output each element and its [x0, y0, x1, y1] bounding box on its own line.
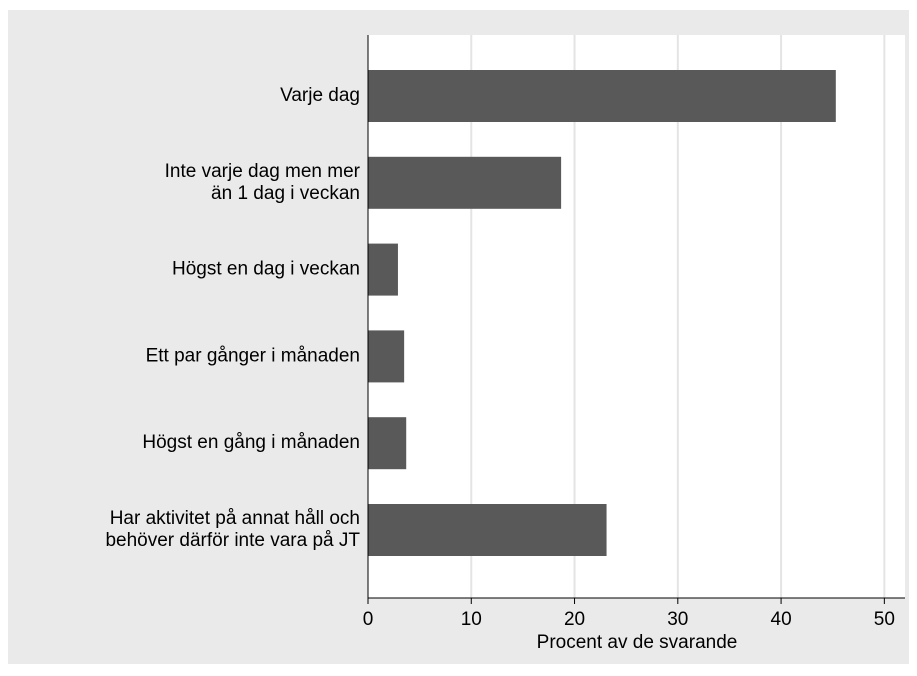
y-tick-label-line: Högst en gång i månaden [142, 432, 360, 453]
y-tick-label: Ett par gånger i månaden [146, 345, 360, 366]
x-tick-label: 50 [874, 609, 895, 630]
y-tick-label-line: än 1 dag i veckan [211, 183, 360, 204]
x-tick-label: 40 [771, 609, 792, 630]
y-tick-label-line: Ett par gånger i månaden [146, 345, 360, 366]
y-tick-label: Har aktivitet på annat håll och behöver d… [105, 508, 360, 551]
bar [368, 156, 562, 209]
x-axis-label: Procent av de svarande [537, 632, 738, 653]
y-tick-label-line: Högst en dag i veckan [172, 259, 360, 280]
bar [368, 504, 607, 556]
y-tick-label-line: Har aktivitet på annat håll och [110, 508, 360, 529]
y-tick-label-line: Inte varje dag men mer [165, 161, 361, 182]
y-tick-label: Inte varje dag men mer än 1 dag i veckan [165, 161, 361, 204]
y-tick-label: Högst en dag i veckan [172, 259, 360, 280]
x-tick-label: 30 [667, 609, 688, 630]
bar [368, 417, 407, 470]
x-tick-label: 10 [461, 609, 482, 630]
x-tick-label: 0 [363, 609, 374, 630]
y-tick-label: Högst en gång i månaden [142, 432, 360, 453]
y-tick-label-line: behöver därför inte vara på JT [105, 530, 360, 551]
bar [368, 330, 405, 383]
bar [368, 243, 398, 296]
x-tick-label: 20 [564, 609, 585, 630]
y-tick-label: Varje dag [280, 85, 360, 106]
bar [368, 70, 836, 122]
y-tick-label-line: Varje dag [280, 85, 360, 106]
